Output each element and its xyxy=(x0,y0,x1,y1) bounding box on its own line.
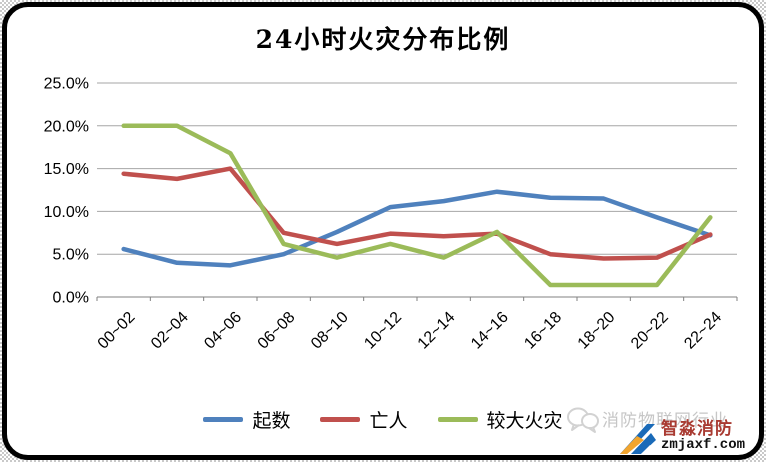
x-tick-label: 14~16 xyxy=(468,309,512,353)
y-tick-label: 10.0% xyxy=(44,204,89,221)
series-line-0 xyxy=(121,189,713,268)
series-line-1 xyxy=(121,166,713,261)
legend-swatch-jiaodahuozai xyxy=(437,417,478,422)
x-tick-label: 06~08 xyxy=(255,309,299,353)
legend-swatch-qishu xyxy=(203,417,244,422)
x-tick-label: 10~12 xyxy=(361,309,405,353)
logo-domain: zmjaxf.com xyxy=(661,436,746,453)
legend: 起数 亡人 较大火灾 xyxy=(0,406,766,433)
y-tick-label: 5.0% xyxy=(53,247,89,264)
zhimiao-logo-mark xyxy=(620,424,656,454)
legend-label-jiaodahuozai: 较大火灾 xyxy=(486,410,563,432)
chart-title: 24小时火灾分布比例 xyxy=(255,25,511,54)
legend-swatch-wangren xyxy=(320,417,361,422)
legend-item-wangren: 亡人 xyxy=(320,406,408,433)
x-tick-label: 02~04 xyxy=(148,309,192,353)
x-tick-label: 08~10 xyxy=(308,309,352,353)
x-tick-label: 12~14 xyxy=(415,309,459,353)
x-tick-label: 04~06 xyxy=(201,309,245,353)
x-tick-label: 00~02 xyxy=(95,309,139,353)
series-line-2 xyxy=(121,123,713,288)
x-tick-label: 18~20 xyxy=(575,309,619,353)
x-tick-label: 20~22 xyxy=(628,309,672,353)
legend-item-jiaodahuozai: 较大火灾 xyxy=(437,406,563,433)
logo-name: 智淼消防 xyxy=(661,419,733,438)
legend-label-qishu: 起数 xyxy=(252,410,291,432)
y-tick-label: 0.0% xyxy=(53,290,89,307)
y-tick-label: 20.0% xyxy=(44,118,89,135)
y-tick-label: 25.0% xyxy=(44,76,89,93)
legend-label-wangren: 亡人 xyxy=(369,410,408,432)
zhimiao-logo: 智淼消防 zmjaxf.com xyxy=(617,420,745,458)
y-tick-label: 15.0% xyxy=(44,161,89,178)
watermark-text: 消防物联网行业 xyxy=(602,411,728,430)
legend-item-qishu: 起数 xyxy=(203,406,290,433)
speech-bubble-icon xyxy=(566,404,600,439)
x-tick-label: 16~18 xyxy=(521,309,565,353)
x-tick-label: 22~24 xyxy=(681,309,725,353)
